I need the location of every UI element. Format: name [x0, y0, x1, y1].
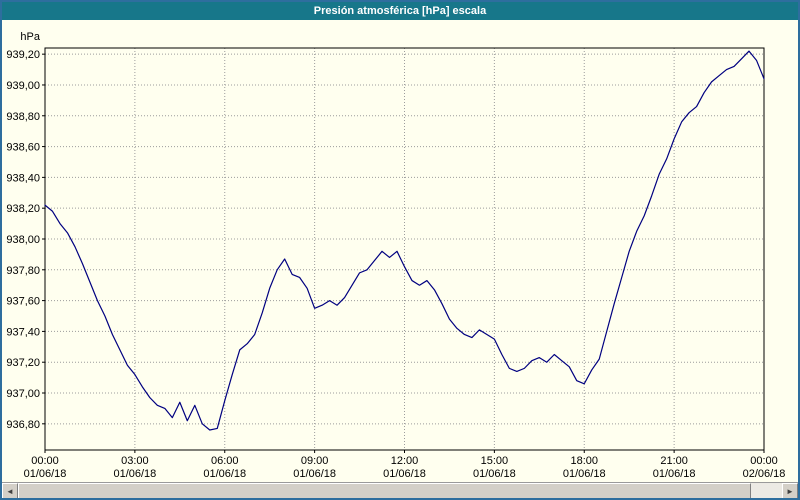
x-tick-date-label: 01/06/18	[473, 468, 516, 480]
y-tick-label: 937,00	[6, 388, 40, 400]
pressure-series-line	[44, 50, 765, 431]
y-tick-label: 938,20	[6, 203, 40, 215]
x-tick-time-label: 06:00	[211, 455, 239, 467]
scroll-left-button[interactable]: ◄	[2, 483, 18, 498]
y-tick-label: 937,60	[6, 296, 40, 308]
x-tick-date-label: 01/06/18	[383, 468, 426, 480]
x-tick-time-label: 21:00	[660, 455, 688, 467]
x-tick-date-label: 01/06/18	[113, 468, 156, 480]
x-tick-time-label: 09:00	[301, 455, 329, 467]
x-tick-date-label: 02/06/18	[743, 468, 786, 480]
x-tick-time-label: 03:00	[121, 455, 149, 467]
scroll-right-button[interactable]: ►	[782, 483, 798, 498]
x-tick-time-label: 18:00	[570, 455, 598, 467]
x-tick-date-label: 01/06/18	[203, 468, 246, 480]
x-tick-date-label: 01/06/18	[293, 468, 336, 480]
y-axis-unit-label: hPa	[20, 31, 40, 43]
pressure-chart: 939,20 939,00 938,80 938,60 938,40 938,20 938,…	[6, 31, 786, 480]
scrollbar-thumb[interactable]	[18, 483, 752, 498]
y-tick-label: 939,20	[6, 49, 40, 61]
x-tick-time-label: 15:00	[481, 455, 509, 467]
y-tick-label: 938,40	[6, 172, 40, 184]
chart-container: 939,20 939,00 938,80 938,60 938,40 938,20 938,…	[2, 20, 798, 482]
y-tick-label: 937,20	[6, 357, 40, 369]
x-tick-date-label: 01/06/18	[653, 468, 696, 480]
x-tick-date-label: 01/06/18	[563, 468, 606, 480]
x-tick-date-label: 01/06/18	[24, 468, 67, 480]
y-tick-label: 938,80	[6, 111, 40, 123]
y-tick-label: 939,00	[6, 80, 40, 92]
x-tick-time-label: 00:00	[31, 455, 59, 467]
horizontal-scrollbar[interactable]: ◄ ►	[2, 482, 798, 498]
y-tick-label: 937,80	[6, 265, 40, 277]
y-tick-label: 936,80	[6, 419, 40, 431]
window-title: Presión atmosférica [hPa] escala	[313, 5, 487, 17]
y-tick-label: 938,60	[6, 142, 40, 154]
x-tick-time-label: 00:00	[750, 455, 778, 467]
scrollbar-track[interactable]	[18, 483, 782, 498]
x-tick-time-label: 12:00	[391, 455, 419, 467]
y-tick-label: 937,40	[6, 326, 40, 338]
window-titlebar[interactable]: Presión atmosférica [hPa] escala	[2, 2, 798, 20]
y-tick-label: 938,00	[6, 234, 40, 246]
